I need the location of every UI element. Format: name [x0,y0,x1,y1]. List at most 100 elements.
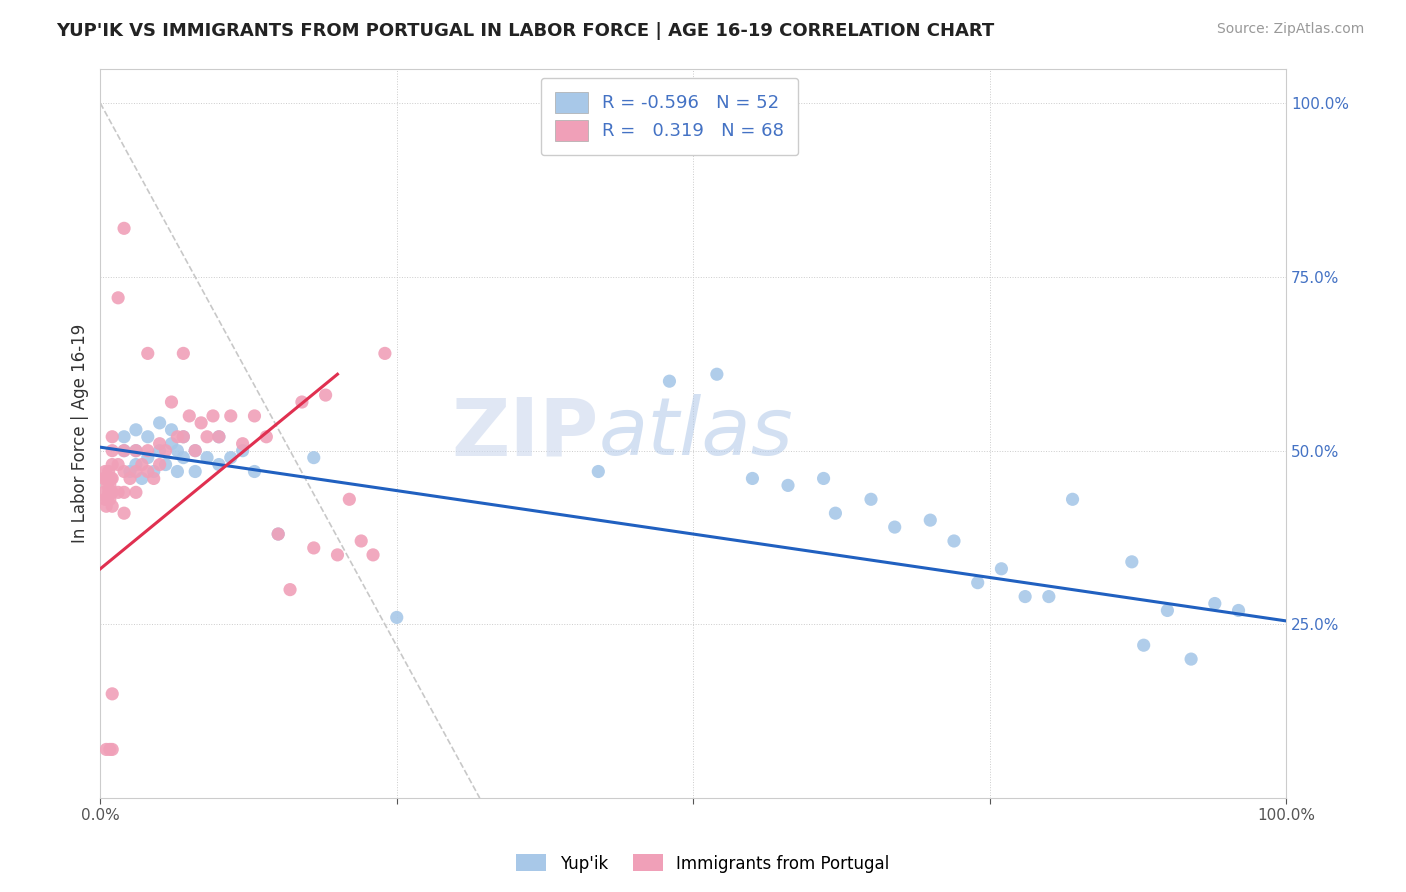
Point [172,430,194,444]
Point [302,450,325,465]
Text: Source: ZipAtlas.com: Source: ZipAtlas.com [1216,22,1364,37]
Point [107,485,129,500]
Point [107,291,129,305]
Point [658,374,681,388]
Point [190,416,212,430]
Point [1132,638,1154,652]
Point [101,687,124,701]
Point [315,388,337,402]
Point [149,436,172,450]
Point [385,610,408,624]
Point [706,368,728,382]
Point [184,443,207,458]
Point [118,465,141,479]
Point [100,471,122,485]
Point [125,485,148,500]
Point [112,465,135,479]
Point [100,485,122,500]
Text: ZIP: ZIP [451,394,599,472]
Point [943,533,966,548]
Point [125,423,148,437]
Point [94,492,117,507]
Text: atlas: atlas [599,394,793,472]
Point [1038,590,1060,604]
Point [107,458,129,472]
Point [118,471,141,485]
Point [149,458,172,472]
Point [149,416,172,430]
Point [195,430,218,444]
Point [184,465,207,479]
Point [267,527,290,541]
Point [1121,555,1143,569]
Point [96,742,118,756]
Point [112,221,135,235]
Point [112,443,135,458]
Legend: R = -0.596   N = 52, R =   0.319   N = 68: R = -0.596 N = 52, R = 0.319 N = 68 [540,78,799,155]
Point [160,423,183,437]
Point [155,458,177,472]
Legend: Yup'ik, Immigrants from Portugal: Yup'ik, Immigrants from Portugal [510,847,896,880]
Point [160,436,183,450]
Point [1014,590,1036,604]
Point [112,430,135,444]
Point [96,500,118,514]
Point [232,436,254,450]
Point [776,478,799,492]
Point [112,485,135,500]
Point [136,465,159,479]
Point [208,458,231,472]
Point [166,465,188,479]
Point [966,575,988,590]
Point [201,409,224,423]
Point [98,742,121,756]
Point [96,478,118,492]
Point [337,492,360,507]
Point [208,430,231,444]
Point [824,506,846,520]
Point [101,500,124,514]
Point [172,430,194,444]
Point [374,346,396,360]
Point [859,492,882,507]
Point [155,443,177,458]
Point [142,465,165,479]
Point [131,471,153,485]
Point [172,346,194,360]
Y-axis label: In Labor Force | Age 16-19: In Labor Force | Age 16-19 [72,324,89,543]
Point [1204,597,1226,611]
Point [125,458,148,472]
Point [350,533,373,548]
Point [93,471,115,485]
Point [136,443,159,458]
Point [112,443,135,458]
Point [166,443,188,458]
Point [243,409,266,423]
Point [136,346,159,360]
Point [1156,603,1178,617]
Point [101,485,124,500]
Point [179,409,201,423]
Point [243,465,266,479]
Point [990,562,1012,576]
Point [219,409,242,423]
Point [184,443,207,458]
Point [125,465,148,479]
Point [883,520,905,534]
Text: YUP'IK VS IMMIGRANTS FROM PORTUGAL IN LABOR FORCE | AGE 16-19 CORRELATION CHART: YUP'IK VS IMMIGRANTS FROM PORTUGAL IN LA… [56,22,994,40]
Point [97,465,120,479]
Point [136,450,159,465]
Point [254,430,277,444]
Point [1227,603,1250,617]
Point [96,471,118,485]
Point [172,450,194,465]
Point [98,492,121,507]
Point [278,582,301,597]
Point [136,430,159,444]
Point [920,513,942,527]
Point [291,395,314,409]
Point [112,506,135,520]
Point [94,465,117,479]
Point [326,548,349,562]
Point [232,443,254,458]
